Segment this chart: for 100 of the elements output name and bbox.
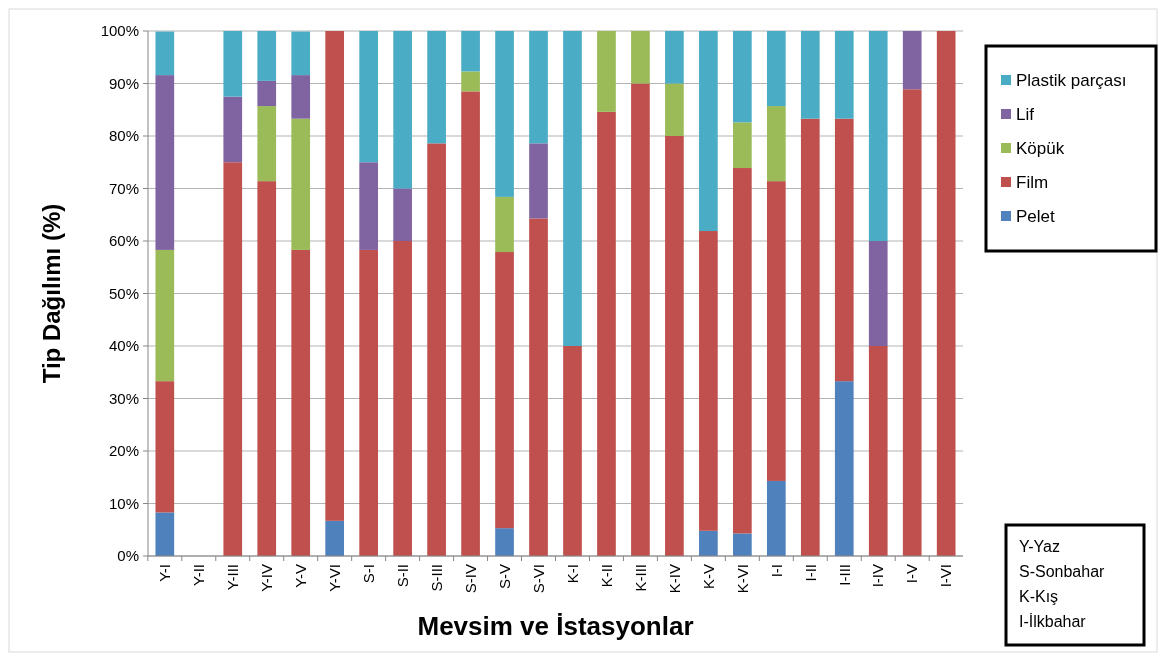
bar — [733, 168, 752, 534]
bar — [155, 31, 175, 76]
y-tick-label: 100% — [100, 22, 139, 40]
y-tick-label: 0% — [117, 547, 139, 565]
bar — [834, 381, 854, 556]
bar — [902, 31, 922, 90]
bar — [733, 31, 752, 123]
x-tick-label: K-I — [563, 564, 581, 584]
bar — [325, 520, 345, 556]
x-tick-label: S-III — [427, 564, 445, 592]
y-tick-label: 90% — [108, 74, 139, 92]
bar — [257, 181, 277, 556]
x-tick-label: S-II — [393, 564, 411, 588]
bar — [257, 31, 277, 81]
bar — [800, 31, 820, 119]
bar — [393, 31, 412, 189]
x-tick-label: I-I — [767, 564, 785, 578]
bar — [495, 196, 514, 253]
x-tick-label: K-VI — [733, 564, 751, 594]
bar — [563, 346, 582, 556]
x-tick-label: I-V — [903, 564, 921, 584]
bar — [359, 31, 378, 163]
bar — [631, 31, 650, 84]
bar — [733, 533, 752, 556]
legend-label: Pelet — [1016, 206, 1056, 226]
bar — [766, 31, 786, 107]
text: Y-Yaz — [1019, 537, 1060, 555]
x-tick-label: K-III — [631, 564, 649, 592]
bar — [155, 381, 175, 513]
x-tick-label: Y-IV — [257, 564, 275, 592]
y-tick-label: 80% — [108, 127, 139, 145]
bar — [868, 241, 888, 346]
bar — [766, 181, 786, 481]
bar — [393, 241, 412, 556]
legend-label: Lif — [1016, 104, 1035, 124]
bar — [291, 118, 311, 250]
bar — [427, 31, 446, 144]
bar — [223, 162, 243, 556]
x-tick-label: I-IV — [869, 564, 887, 588]
bar — [461, 91, 480, 556]
x-tick-label: I-II — [801, 564, 819, 582]
x-tick-label: K-II — [597, 564, 615, 588]
bar — [834, 31, 854, 119]
x-tick-label: I-VI — [937, 564, 955, 588]
x-tick-label: Y-VI — [325, 564, 343, 592]
y-tick-label: 60% — [108, 232, 139, 250]
x-tick-label: Y-III — [224, 564, 242, 591]
bar — [699, 530, 718, 556]
legend-label: Köpük — [1016, 138, 1065, 158]
x-tick-label: S-IV — [461, 564, 479, 594]
y-axis-title: Tip Dağılımı (%) — [38, 203, 65, 384]
bar — [766, 106, 786, 182]
bar — [155, 75, 175, 250]
x-tick-label: Y-I — [156, 564, 174, 582]
bar — [699, 31, 718, 232]
bar — [936, 31, 956, 556]
bar — [902, 89, 922, 556]
x-tick-label: S-I — [359, 564, 377, 584]
bar — [563, 31, 582, 346]
y-tick-label: 50% — [108, 284, 139, 302]
bar — [733, 122, 752, 169]
text: K-Kış — [1019, 587, 1059, 605]
bar — [868, 346, 888, 556]
bar — [665, 136, 684, 556]
bar — [495, 528, 514, 556]
bar — [291, 31, 311, 76]
bar — [868, 31, 888, 241]
bar — [766, 480, 786, 556]
x-tick-label: Y-II — [190, 564, 208, 586]
legend-label: Film — [1016, 172, 1049, 192]
text: S-Sonbahar — [1019, 562, 1106, 580]
bar — [631, 83, 650, 556]
bar — [495, 31, 514, 197]
x-axis-title: Mevsim ve İstasyonlar — [417, 611, 694, 641]
y-tick-label: 10% — [108, 494, 139, 512]
bar — [665, 83, 684, 136]
bar — [291, 75, 311, 119]
bar — [223, 31, 243, 97]
bar — [325, 31, 345, 521]
bar — [495, 252, 514, 529]
legend-label: Plastik parçası — [1016, 70, 1127, 90]
x-tick-label: Y-V — [291, 564, 309, 588]
x-tick-label: K-IV — [665, 564, 683, 594]
bar — [257, 80, 277, 107]
bar — [834, 118, 854, 382]
bar — [223, 96, 243, 163]
bar — [461, 31, 480, 72]
x-tick-label: K-V — [699, 564, 717, 590]
bar — [529, 218, 548, 556]
y-tick-label: 30% — [108, 389, 139, 407]
y-tick-label: 70% — [108, 179, 139, 197]
bar — [155, 249, 175, 382]
bar — [359, 162, 378, 250]
bar — [461, 71, 480, 92]
bar — [665, 31, 684, 84]
bar — [427, 143, 446, 556]
y-tick-label: 20% — [108, 442, 139, 460]
x-tick-label: S-VI — [529, 564, 547, 594]
text: I-İlkbahar — [1019, 611, 1087, 630]
x-tick-label: S-V — [495, 564, 513, 590]
